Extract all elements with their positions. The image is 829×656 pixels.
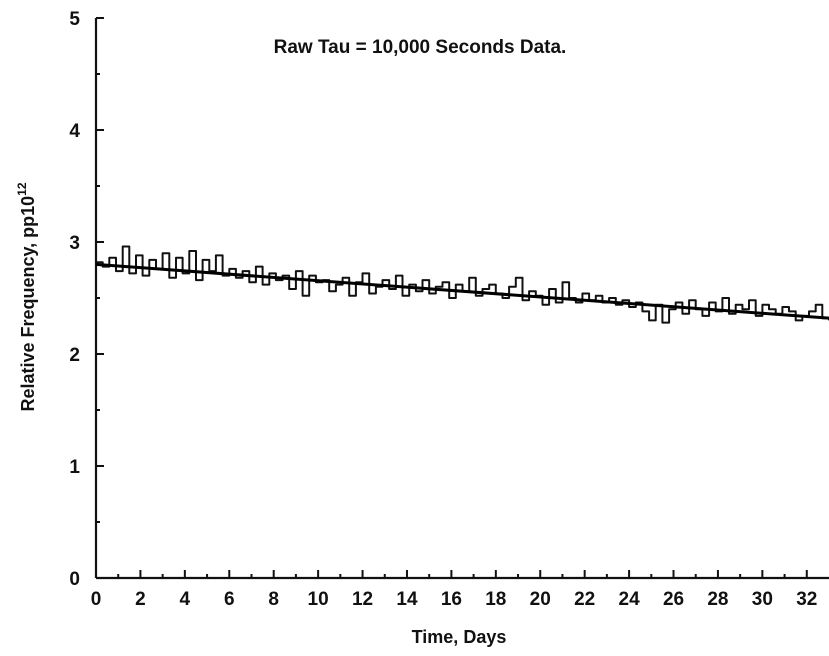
x-tick-label: 30: [752, 589, 773, 610]
x-tick-label: 8: [268, 589, 279, 610]
x-tick-label: 28: [707, 589, 728, 610]
x-tick-label: 10: [308, 589, 329, 610]
x-tick-label: 6: [224, 589, 235, 610]
fit-line: [95, 262, 829, 320]
y-axis-title-main: Relative Frequency, pp10: [18, 196, 38, 412]
x-tick-label: 22: [574, 589, 595, 610]
x-tick-label: 24: [619, 589, 641, 610]
x-tick-label: 18: [485, 589, 506, 610]
x-tick-label: 32: [796, 589, 817, 610]
y-axis-title: Relative Frequency, pp1012: [15, 182, 38, 411]
y-axis-title-superscript: 12: [15, 182, 29, 196]
chart-title: Raw Tau = 10,000 Seconds Data.: [274, 37, 567, 58]
x-tick-label: 12: [352, 589, 373, 610]
x-tick-label: 16: [441, 589, 462, 610]
x-tick-label: 20: [530, 589, 551, 610]
y-tick-label: 4: [69, 121, 80, 142]
x-tick-label: 26: [663, 589, 684, 610]
x-axis-title: Time, Days: [412, 627, 507, 647]
x-tick-label: 0: [91, 589, 102, 610]
y-tick-label: 2: [69, 345, 80, 366]
x-tick-label: 4: [180, 589, 191, 610]
y-tick-label: 5: [69, 9, 80, 30]
y-tick-label: 3: [69, 233, 80, 254]
y-tick-label: 0: [69, 569, 80, 590]
x-tick-label: 2: [135, 589, 146, 610]
x-tick-label: 14: [396, 589, 418, 610]
y-tick-label: 1: [69, 457, 80, 478]
